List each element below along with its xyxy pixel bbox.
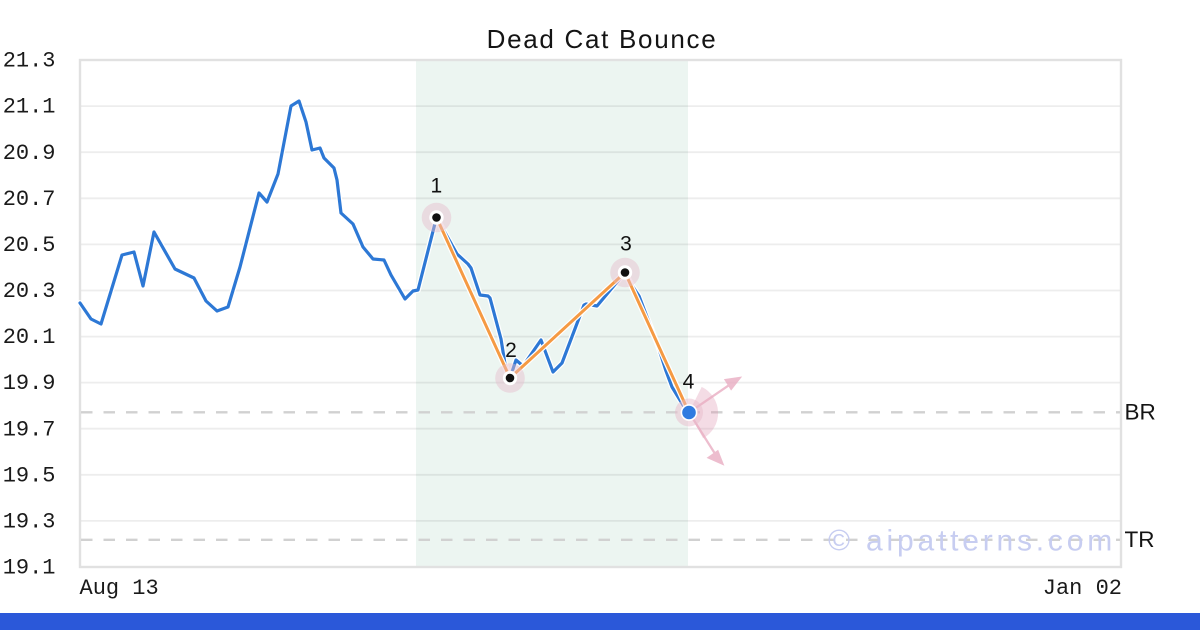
svg-text:20.1: 20.1 — [3, 325, 56, 350]
svg-text:1: 1 — [430, 175, 442, 198]
svg-text:© aipatterns.com: © aipatterns.com — [828, 525, 1116, 558]
svg-text:20.5: 20.5 — [3, 233, 56, 258]
svg-text:19.5: 19.5 — [3, 463, 56, 488]
svg-text:20.3: 20.3 — [3, 279, 56, 304]
svg-text:2: 2 — [505, 339, 517, 362]
svg-text:Dead Cat Bounce: Dead Cat Bounce — [487, 24, 718, 54]
svg-text:20.7: 20.7 — [3, 187, 56, 212]
svg-text:Aug 13: Aug 13 — [80, 576, 159, 601]
svg-text:19.7: 19.7 — [3, 417, 56, 442]
svg-text:3: 3 — [620, 233, 632, 256]
svg-text:19.1: 19.1 — [3, 556, 56, 581]
svg-text:21.3: 21.3 — [3, 49, 56, 74]
svg-text:4: 4 — [683, 371, 695, 394]
svg-text:20.9: 20.9 — [3, 141, 56, 166]
svg-text:19.3: 19.3 — [3, 510, 56, 535]
svg-text:21.1: 21.1 — [3, 95, 56, 120]
svg-text:BR: BR — [1125, 400, 1156, 425]
svg-text:Jan 02: Jan 02 — [1043, 576, 1122, 601]
svg-text:19.9: 19.9 — [3, 371, 56, 396]
svg-text:TR: TR — [1125, 527, 1155, 552]
